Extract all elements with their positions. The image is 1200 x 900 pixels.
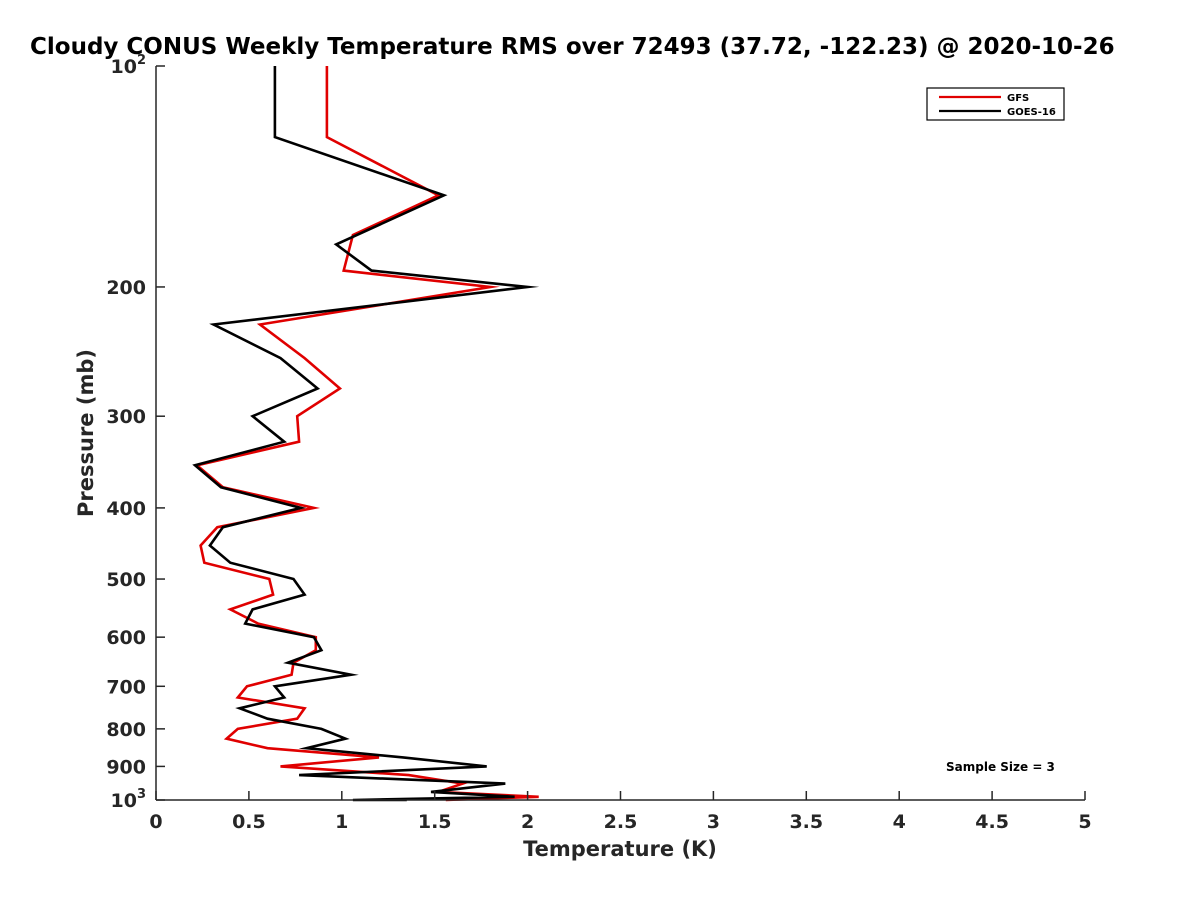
- x-ticks: 0 0.5 1 1.5 2 2.5 3 3.5 4 4.5 5: [149, 791, 1092, 833]
- x-tick-label: 3.5: [789, 811, 823, 833]
- series-line-goes16: [192, 66, 540, 802]
- y-tick-label: 300: [106, 406, 146, 428]
- y-axis-title: Pressure (mb): [74, 349, 98, 517]
- y-tick-label: 700: [106, 676, 146, 698]
- x-tick-label: 4.5: [975, 811, 1009, 833]
- y-tick-label: 103: [111, 787, 147, 812]
- y-ticks: 102 200 300 400 500 600 700 800 900 103: [106, 53, 165, 812]
- y-tick-label: 500: [106, 569, 146, 591]
- y-tick-label: 200: [106, 277, 146, 299]
- y-tick-label: 900: [106, 756, 146, 778]
- series-line-gfs: [194, 66, 539, 802]
- y-tick-label: 102: [111, 53, 147, 78]
- chart-title: Cloudy CONUS Weekly Temperature RMS over…: [30, 34, 1115, 60]
- legend-label-gfs: GFS: [1007, 93, 1029, 104]
- sample-size-annotation: Sample Size = 3: [946, 760, 1055, 774]
- x-axis-title: Temperature (K): [523, 837, 717, 861]
- plot-lines: [192, 66, 540, 802]
- x-tick-label: 3: [707, 811, 720, 833]
- y-tick-label: 400: [106, 498, 146, 520]
- x-tick-label: 1: [335, 811, 348, 833]
- x-tick-label: 4: [893, 811, 906, 833]
- legend-box: [926, 87, 1065, 121]
- y-tick-label: 800: [106, 719, 146, 741]
- x-tick-label: 2.5: [604, 811, 638, 833]
- legend-label-goes16: GOES-16: [1007, 107, 1056, 118]
- legend: GFS GOES-16: [926, 87, 1065, 121]
- x-tick-label: 0: [149, 811, 162, 833]
- y-tick-label: 600: [106, 627, 146, 649]
- x-tick-label: 2: [521, 811, 534, 833]
- x-tick-label: 0.5: [232, 811, 266, 833]
- x-tick-label: 5: [1078, 811, 1091, 833]
- x-tick-label: 1.5: [418, 811, 452, 833]
